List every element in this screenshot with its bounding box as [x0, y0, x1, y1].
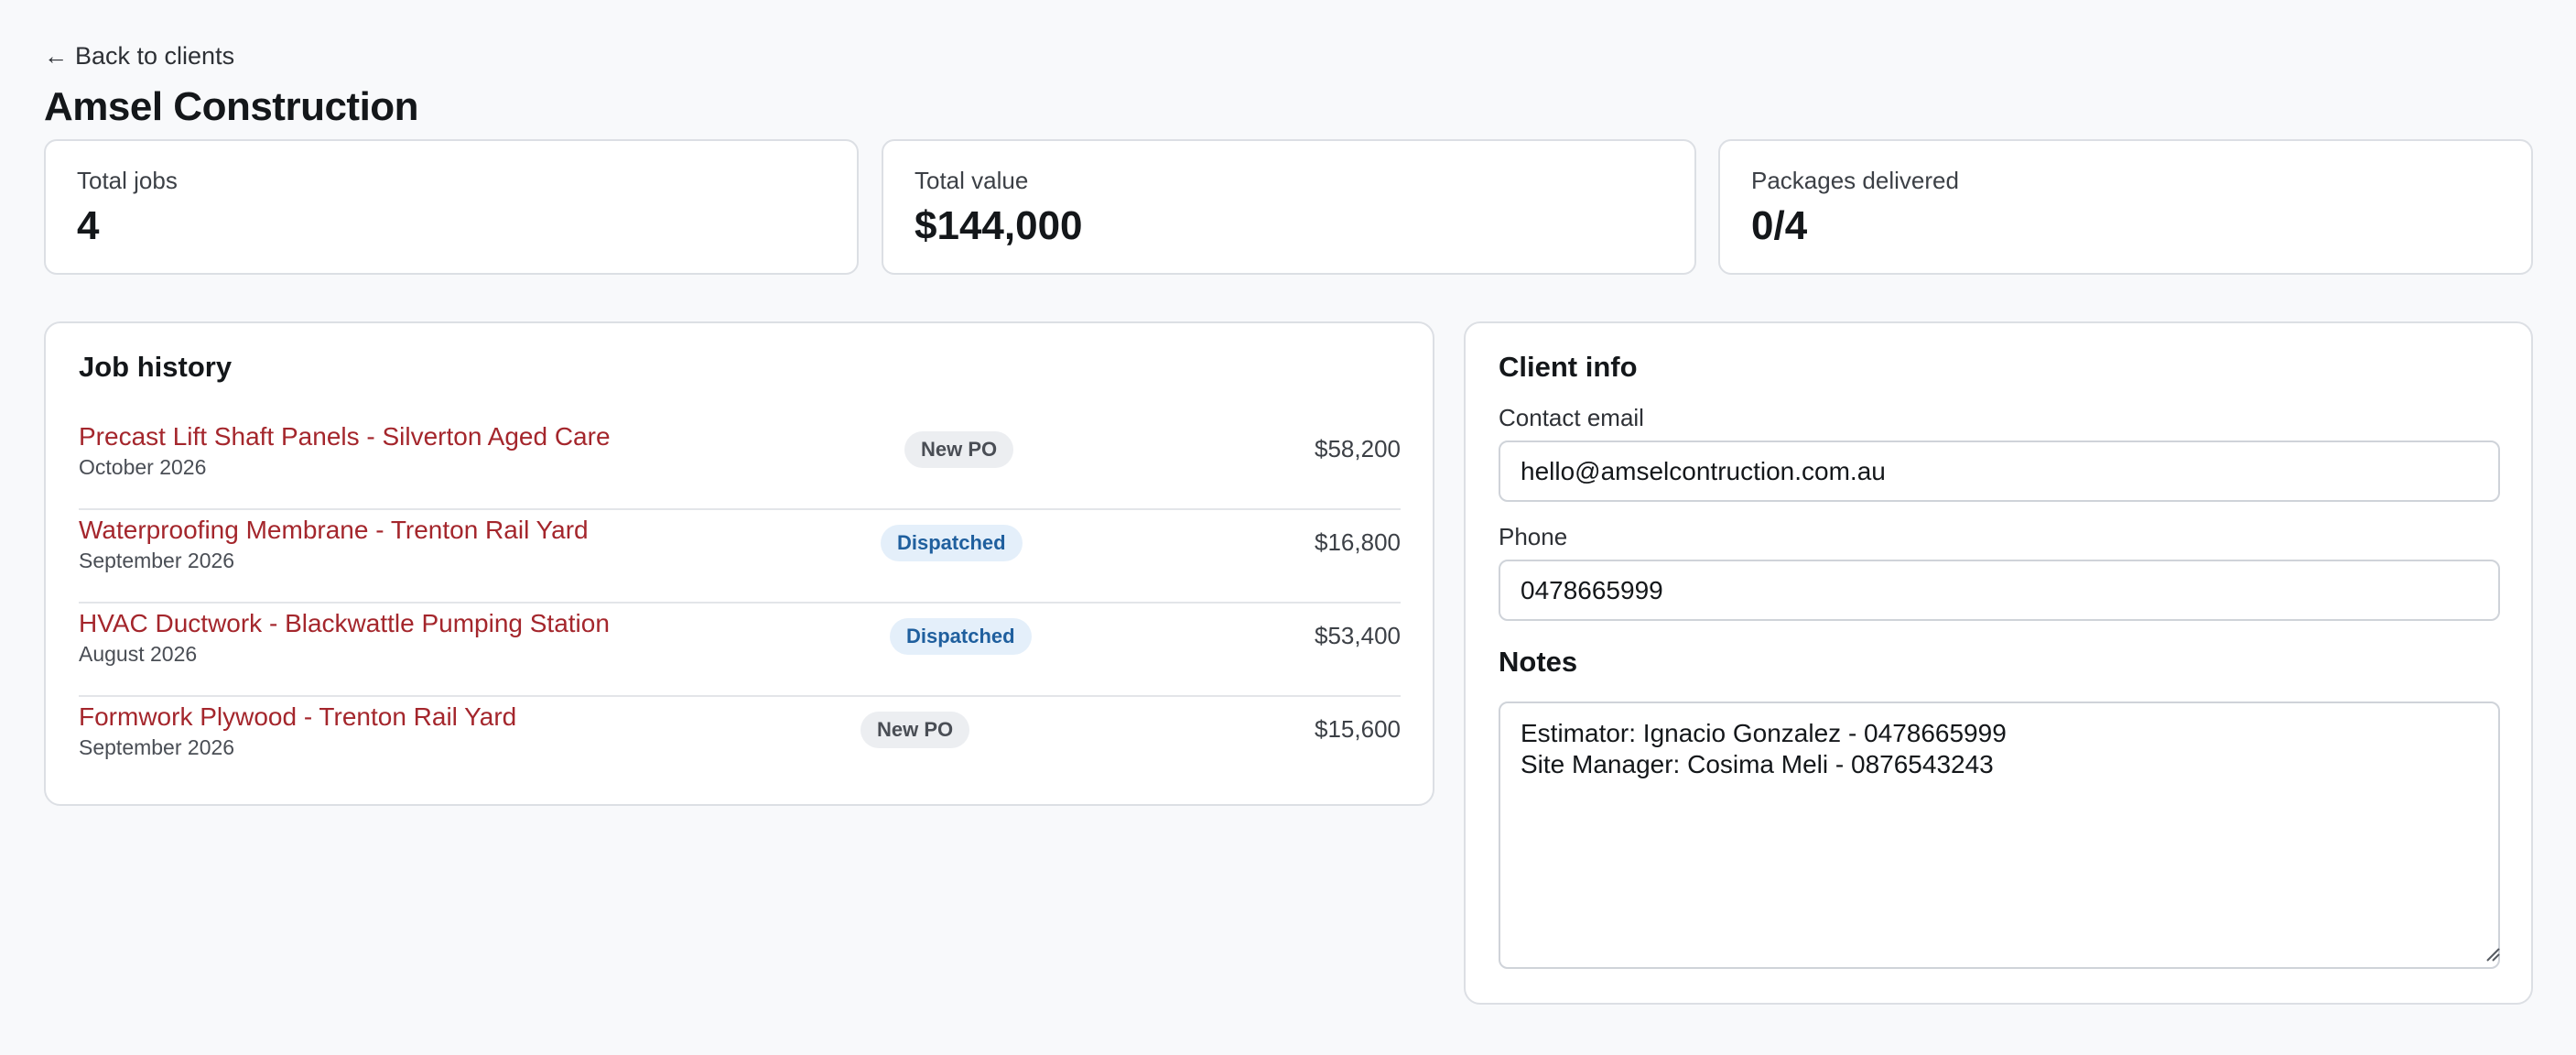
- stat-label: Packages delivered: [1751, 167, 1959, 194]
- client-info-heading: Client info: [1499, 351, 1638, 383]
- job-date: September 2026: [79, 549, 235, 572]
- arrow-left-icon: ←: [44, 42, 68, 70]
- stat-card-total-jobs: Total jobs 4: [44, 139, 859, 275]
- job-title-link[interactable]: Waterproofing Membrane - Trenton Rail Ya…: [79, 516, 589, 544]
- status-badge: New PO: [904, 431, 1014, 468]
- notes-textarea[interactable]: Estimator: Ignacio Gonzalez - 0478665999…: [1499, 702, 2500, 969]
- job-row: Precast Lift Shaft Panels - Silverton Ag…: [79, 417, 1401, 510]
- job-row: Waterproofing Membrane - Trenton Rail Ya…: [79, 510, 1401, 604]
- job-row: HVAC Ductwork - Blackwattle Pumping Stat…: [79, 604, 1401, 697]
- page-title: Amsel Construction: [44, 84, 419, 129]
- job-date: October 2026: [79, 455, 207, 479]
- job-history-panel: Job history Precast Lift Shaft Panels - …: [44, 321, 1434, 806]
- notes-heading: Notes: [1499, 646, 1578, 678]
- job-date: August 2026: [79, 642, 198, 666]
- job-amount: $15,600: [1315, 715, 1401, 743]
- phone-label: Phone: [1499, 523, 1568, 550]
- status-badge: New PO: [860, 712, 970, 748]
- contact-email-input[interactable]: [1499, 440, 2500, 502]
- status-badge: Dispatched: [881, 525, 1023, 561]
- job-amount: $16,800: [1315, 528, 1401, 556]
- job-list: Precast Lift Shaft Panels - Silverton Ag…: [79, 417, 1401, 790]
- job-title-link[interactable]: Precast Lift Shaft Panels - Silverton Ag…: [79, 422, 611, 451]
- job-history-heading: Job history: [79, 351, 233, 383]
- job-date: September 2026: [79, 735, 235, 759]
- stat-label: Total value: [915, 167, 1029, 194]
- job-title-link[interactable]: HVAC Ductwork - Blackwattle Pumping Stat…: [79, 609, 610, 637]
- job-amount: $53,400: [1315, 622, 1401, 649]
- resize-handle-icon[interactable]: [2484, 945, 2500, 962]
- back-link-label: Back to clients: [75, 42, 235, 70]
- client-info-panel: Client info Contact email Phone Notes Es…: [1464, 321, 2533, 1005]
- back-to-clients-link[interactable]: ← Back to clients: [44, 42, 234, 71]
- stat-value: 4: [77, 203, 100, 248]
- contact-email-label: Contact email: [1499, 404, 1644, 431]
- status-badge: Dispatched: [890, 618, 1032, 655]
- phone-input[interactable]: [1499, 560, 2500, 621]
- job-title-link[interactable]: Formwork Plywood - Trenton Rail Yard: [79, 702, 517, 731]
- stat-card-packages-delivered: Packages delivered 0/4: [1718, 139, 2533, 275]
- job-amount: $58,200: [1315, 435, 1401, 462]
- stat-value: $144,000: [915, 203, 1083, 248]
- job-row: Formwork Plywood - Trenton Rail Yard Sep…: [79, 697, 1401, 790]
- stat-value: 0/4: [1751, 203, 1808, 248]
- stat-card-total-value: Total value $144,000: [882, 139, 1696, 275]
- stat-label: Total jobs: [77, 167, 178, 194]
